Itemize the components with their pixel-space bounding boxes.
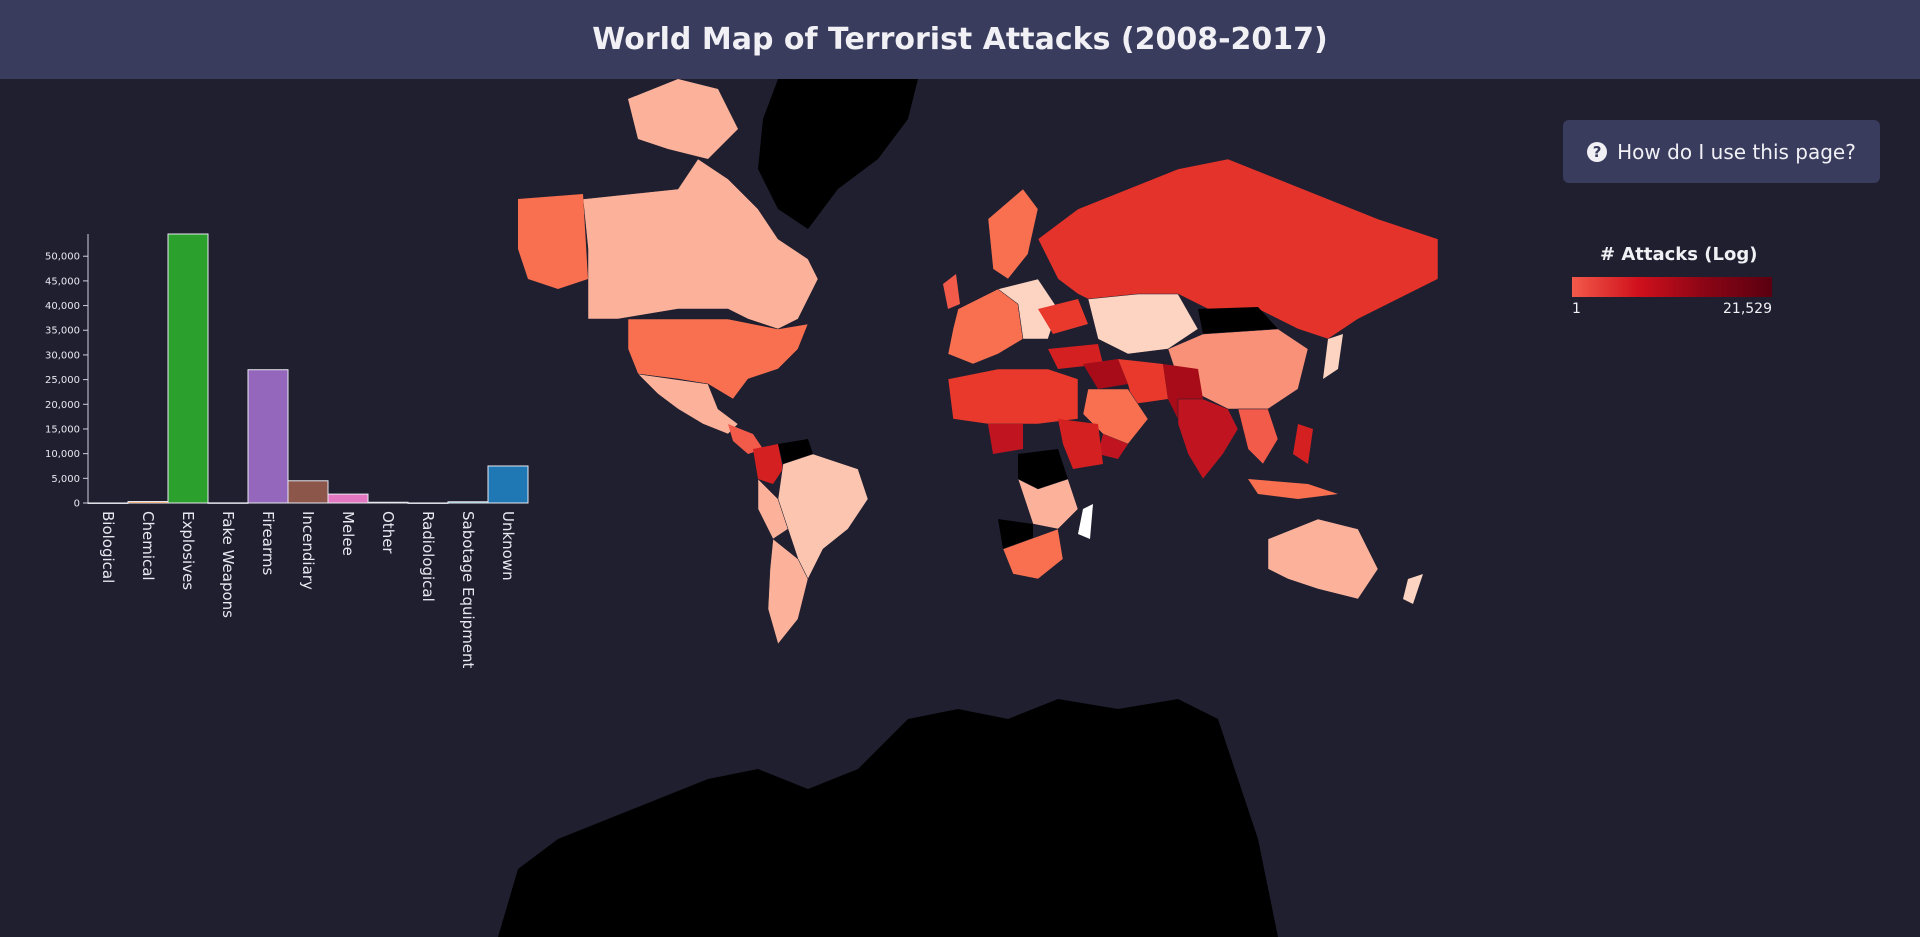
attack-type-bar-chart: 0 5,000 10,000 15,000 20,000 25,000 30,000 35,0… — [45, 233, 529, 669]
y-tick-label: 10,000 — [45, 449, 80, 460]
country-indonesia[interactable] — [1248, 479, 1338, 499]
country-philippines[interactable] — [1293, 424, 1313, 464]
y-tick-label: 40,000 — [45, 301, 80, 312]
legend-ticks: 1 21,529 — [1572, 301, 1772, 317]
country-europe-east[interactable] — [997, 278, 1059, 340]
country-scandinavia[interactable] — [987, 188, 1039, 280]
y-tick-label: 0 — [74, 499, 80, 510]
legend-color-scale — [1572, 277, 1772, 297]
x-tick-label: Melee — [339, 511, 357, 556]
country-canada-arctic[interactable] — [628, 79, 738, 159]
color-legend: # Attacks (Log) 1 21,529 — [1572, 244, 1772, 317]
country-somalia-ethiopia[interactable] — [1058, 419, 1103, 469]
x-tick-label: Other — [379, 511, 397, 554]
country-nigeria[interactable] — [988, 424, 1023, 454]
legend-max-label: 21,529 — [1723, 301, 1772, 317]
x-tick-label: Firearms — [259, 511, 277, 575]
country-usa-alaska[interactable] — [518, 194, 588, 289]
help-button[interactable]: ? How do I use this page? — [1563, 120, 1880, 183]
country-canada[interactable] — [582, 158, 819, 330]
x-tick-label: Radiological — [419, 511, 437, 602]
country-southeast-asia[interactable] — [1237, 408, 1279, 465]
x-tick-label: Fake Weapons — [219, 511, 237, 618]
region-antarctica — [498, 699, 1278, 937]
bar-unknown[interactable] — [487, 465, 529, 504]
y-tick-label: 30,000 — [45, 350, 80, 361]
country-venezuela[interactable] — [778, 439, 813, 464]
x-tick-label: Incendiary — [299, 511, 317, 590]
country-japan[interactable] — [1323, 334, 1343, 379]
country-argentina[interactable] — [767, 538, 809, 645]
y-tick-label: 45,000 — [45, 276, 80, 287]
page-title: World Map of Terrorist Attacks (2008-201… — [592, 22, 1328, 57]
bar-firearms[interactable] — [247, 369, 289, 504]
country-new-zealand[interactable] — [1403, 574, 1423, 604]
help-button-label: How do I use this page? — [1617, 139, 1856, 164]
country-peru[interactable] — [757, 478, 789, 540]
country-turkey[interactable] — [1048, 344, 1103, 369]
world-map[interactable] — [478, 79, 1440, 937]
country-greenland[interactable] — [758, 79, 918, 229]
country-india[interactable] — [1177, 398, 1239, 480]
x-tick-label: Explosives — [179, 511, 197, 590]
bar-explosives[interactable] — [167, 233, 209, 504]
bar-other[interactable] — [367, 501, 409, 504]
country-central-africa[interactable] — [1017, 478, 1079, 530]
page-header: World Map of Terrorist Attacks (2008-201… — [0, 0, 1920, 79]
country-south-africa[interactable] — [1002, 528, 1064, 580]
bar-incendiary[interactable] — [287, 480, 329, 504]
country-australia[interactable] — [1267, 518, 1379, 600]
x-tick-label: Unknown — [499, 511, 517, 581]
y-tick-label: 20,000 — [45, 400, 80, 411]
country-central-america[interactable] — [728, 424, 763, 454]
country-uk[interactable] — [943, 274, 960, 309]
y-tick-label: 50,000 — [45, 252, 80, 263]
question-circle-icon: ? — [1587, 141, 1608, 162]
bar-fake-weapons[interactable] — [207, 502, 249, 504]
country-mexico[interactable] — [637, 373, 739, 435]
country-madagascar[interactable] — [1078, 504, 1093, 539]
y-tick-label: 35,000 — [45, 326, 80, 337]
country-colombia[interactable] — [753, 444, 783, 484]
y-tick-label: 15,000 — [45, 424, 80, 435]
bar-melee[interactable] — [327, 493, 369, 504]
bar-radiological[interactable] — [407, 502, 449, 504]
country-yemen[interactable] — [1098, 434, 1128, 459]
x-tick-label: Sabotage Equipment — [459, 511, 477, 669]
legend-min-label: 1 — [1572, 301, 1581, 317]
country-kazakhstan[interactable] — [1087, 293, 1199, 355]
y-tick-label: 5,000 — [51, 474, 80, 485]
country-drc[interactable] — [1018, 449, 1068, 489]
x-tick-label: Biological — [99, 511, 117, 583]
country-syria-iraq[interactable] — [1083, 359, 1128, 389]
bar-chemical[interactable] — [127, 501, 169, 504]
y-tick-label: 25,000 — [45, 375, 80, 386]
x-tick-label: Chemical — [139, 511, 157, 581]
country-ukraine[interactable] — [1038, 299, 1088, 334]
country-north-africa[interactable] — [947, 368, 1079, 425]
bar-biological[interactable] — [87, 502, 129, 504]
legend-title: # Attacks (Log) — [1600, 244, 1758, 265]
